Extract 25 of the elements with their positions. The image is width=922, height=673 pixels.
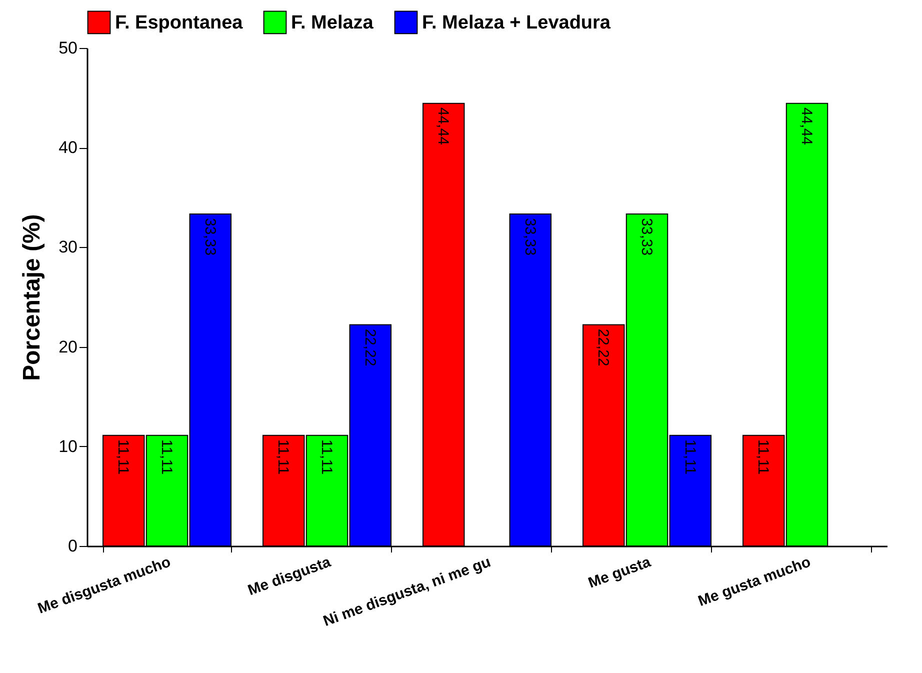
data-label: 33,33 bbox=[201, 218, 218, 256]
y-tick-label: 20 bbox=[58, 337, 78, 356]
data-label: 11,11 bbox=[158, 439, 175, 475]
x-tick-label: Me gusta mucho bbox=[696, 554, 813, 610]
y-tick-label: 50 bbox=[58, 38, 78, 58]
data-label: 11,11 bbox=[274, 439, 292, 475]
data-label: 11,11 bbox=[318, 439, 335, 475]
data-label: 22,22 bbox=[361, 328, 378, 366]
legend-label: F. Espontanea bbox=[115, 12, 244, 34]
y-axis-title: Porcentaje (%) bbox=[18, 214, 46, 381]
y-tick-label: 0 bbox=[68, 536, 78, 556]
data-label: 44,44 bbox=[434, 107, 452, 145]
y-tick-label: 10 bbox=[58, 436, 78, 456]
legend-label: F. Melaza bbox=[291, 12, 374, 34]
data-label: 11,11 bbox=[754, 439, 772, 475]
data-label: 11,11 bbox=[114, 439, 132, 475]
data-label: 33,33 bbox=[638, 218, 655, 256]
data-label: 44,44 bbox=[798, 107, 815, 145]
y-tick-label: 40 bbox=[58, 138, 78, 158]
data-label: 22,22 bbox=[594, 328, 612, 366]
legend-label: F. Melaza + Levadura bbox=[422, 12, 611, 34]
x-tick-label: Me gusta bbox=[586, 553, 654, 592]
data-label: 33,33 bbox=[521, 218, 538, 256]
data-label: 11,11 bbox=[681, 439, 698, 475]
y-tick-label: 30 bbox=[58, 238, 78, 257]
